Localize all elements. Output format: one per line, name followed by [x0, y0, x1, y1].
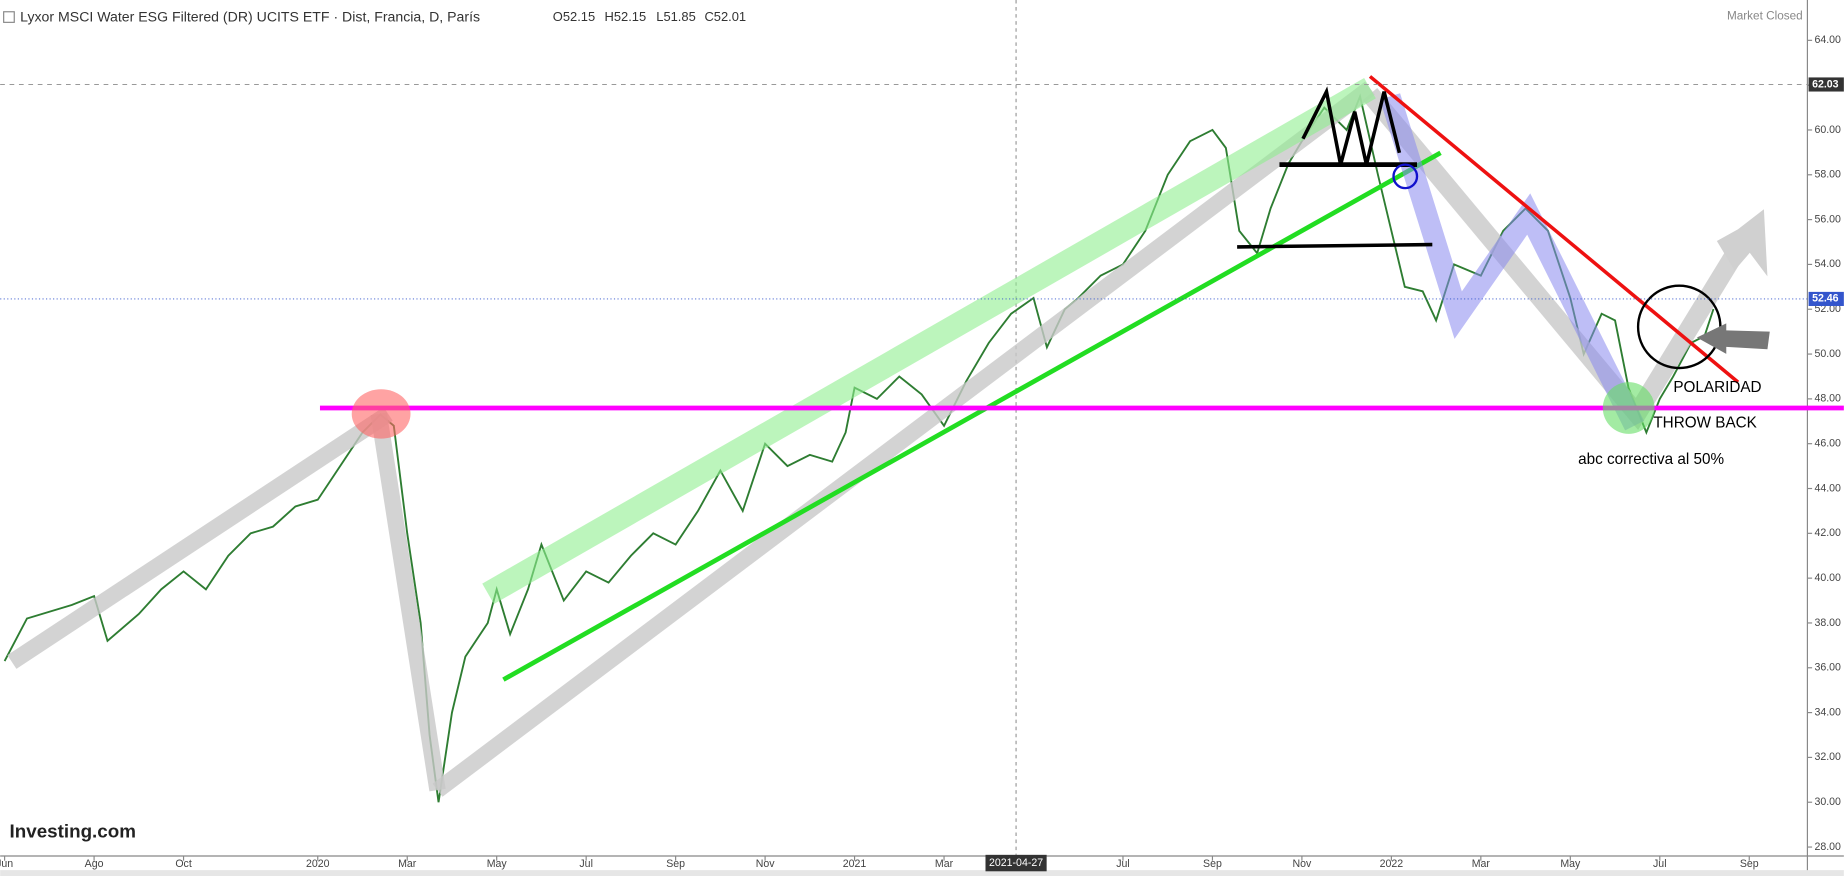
y-tick-label: 54.00: [1814, 258, 1841, 270]
trend-band: [432, 81, 1375, 797]
scrollbar: [0, 870, 1844, 876]
annotations: [7, 75, 1844, 797]
x-tick-label: Nov: [1293, 858, 1313, 870]
y-tick-label: 42.00: [1814, 527, 1841, 539]
ohlc-label: C52.01: [704, 9, 746, 24]
x-tick-label: Jul: [1116, 858, 1130, 870]
x-tick-label: Sep: [1740, 858, 1759, 870]
x-tick-label: Sep: [666, 858, 685, 870]
trend-band: [370, 412, 446, 792]
marker-circle: [1392, 163, 1419, 190]
x-tick-label: Nov: [756, 858, 776, 870]
ohlc-label: H52.15: [605, 9, 647, 24]
x-tick-label: Jul: [579, 858, 593, 870]
arrow-head: [1716, 209, 1768, 277]
y-tick-label: 48.00: [1814, 393, 1841, 405]
y-tick-label: 52.00: [1814, 303, 1841, 315]
x-tick-label: May: [1560, 858, 1581, 870]
abc-band: [1379, 93, 1645, 431]
x-tick-label: May: [487, 858, 508, 870]
price-label-box: [1808, 77, 1844, 92]
x-tick-label: Mar: [935, 858, 954, 870]
resistance-line: [1368, 75, 1740, 384]
y-tick-label: 64.00: [1814, 34, 1841, 46]
ohlc-label: O52.15: [553, 9, 595, 24]
x-tick-label: 2022: [1380, 858, 1404, 870]
highlight: [351, 389, 411, 439]
x-tick-label: Mar: [1472, 858, 1491, 870]
ohlc-label: L51.85: [656, 9, 696, 24]
annotation: THROW BACK: [1653, 414, 1757, 431]
y-tick-label: 60.00: [1814, 124, 1841, 136]
y-tick-label: 56.00: [1814, 213, 1841, 225]
market-status: Market Closed: [1727, 10, 1803, 23]
y-tick-label: 32.00: [1814, 751, 1841, 763]
price-label-box: [1808, 291, 1844, 306]
y-tick-label: 36.00: [1814, 662, 1841, 674]
crosshair-label: 2021-04-27: [989, 857, 1043, 869]
y-tick-label: 28.00: [1814, 841, 1841, 853]
price-label: 62.03: [1812, 78, 1839, 90]
logo: Investing.com: [10, 820, 136, 841]
y-tick-label: 44.00: [1814, 482, 1841, 494]
x-tick-label: Jul: [1653, 858, 1667, 870]
x-tick-label: 2020: [306, 858, 330, 870]
x-tick-label: 2021: [843, 858, 867, 870]
x-tick-label: Jun: [0, 858, 13, 870]
target-line: [1237, 242, 1433, 249]
trend-band: [7, 407, 393, 669]
x-tick-label: Oct: [175, 858, 192, 870]
y-tick-label: 58.00: [1814, 169, 1841, 181]
price-label: 52.46: [1812, 293, 1839, 305]
x-tick-label: Ago: [85, 858, 104, 870]
annotation: POLARIDAD: [1673, 379, 1761, 396]
crosshair-label-box: [985, 854, 1047, 872]
y-tick-label: 50.00: [1814, 348, 1841, 360]
collapse-icon[interactable]: [3, 11, 15, 23]
y-tick-label: 34.00: [1814, 706, 1841, 718]
channel-band: [482, 77, 1376, 604]
support-line: [502, 150, 1442, 682]
arrow: [1696, 323, 1770, 354]
chart-title: Lyxor MSCI Water ESG Filtered (DR) UCITS…: [20, 8, 480, 24]
x-tick-label: Sep: [1203, 858, 1222, 870]
y-tick-label: 46.00: [1814, 437, 1841, 449]
y-tick-label: 30.00: [1814, 796, 1841, 808]
x-tick-label: Mar: [398, 858, 417, 870]
y-tick-label: 38.00: [1814, 617, 1841, 629]
highlight: [1602, 382, 1655, 434]
y-tick-label: 40.00: [1814, 572, 1841, 584]
pattern: [1301, 86, 1402, 166]
annotation: abc correctiva al 50%: [1578, 451, 1724, 468]
